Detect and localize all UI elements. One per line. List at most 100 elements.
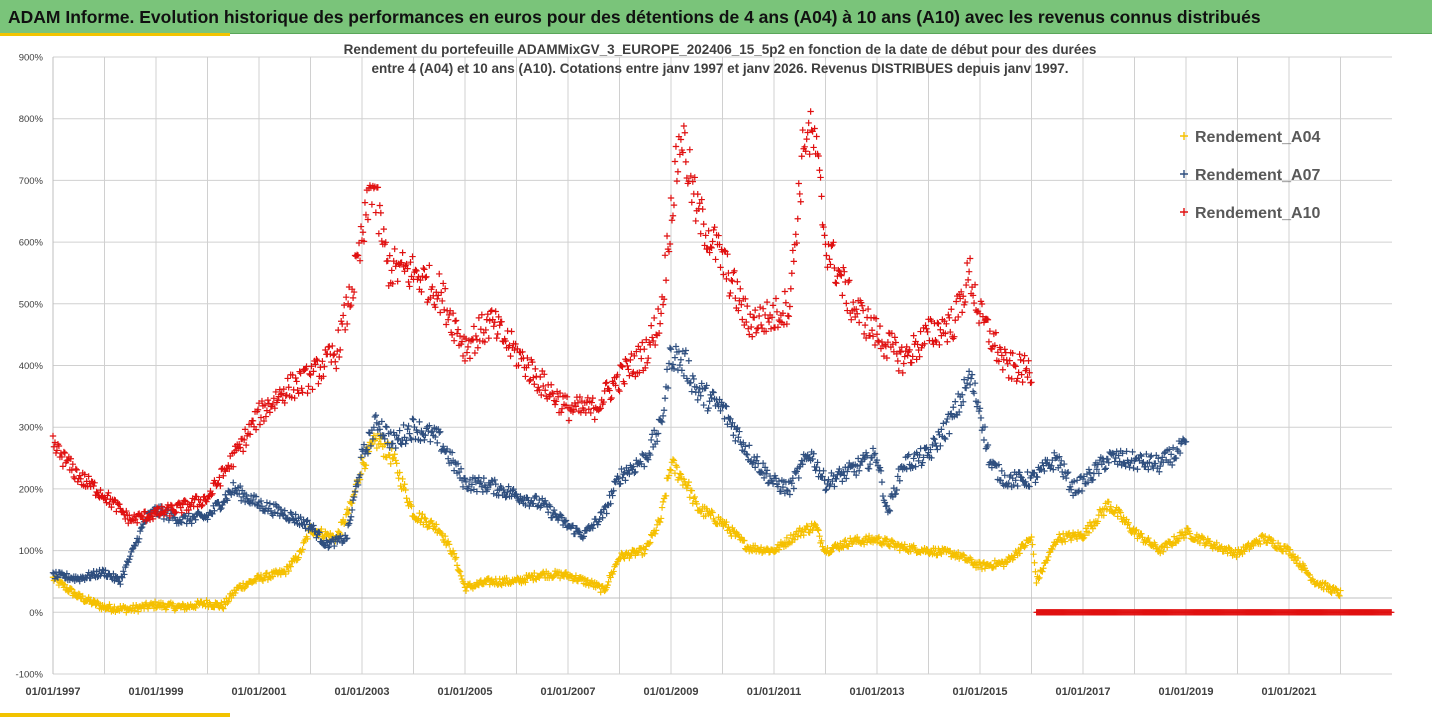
data-point <box>279 511 286 518</box>
data-point <box>343 320 351 328</box>
data-point <box>1035 575 1042 583</box>
data-point <box>137 524 145 532</box>
data-point <box>391 245 398 253</box>
data-point <box>869 445 877 452</box>
data-point <box>936 341 943 348</box>
data-point <box>832 279 839 286</box>
data-point <box>433 521 440 528</box>
data-point <box>127 552 134 560</box>
data-point <box>292 511 299 518</box>
data-point <box>546 503 554 510</box>
data-point <box>1196 539 1204 547</box>
data-point <box>204 516 211 523</box>
x-tick-label: 01/01/2021 <box>1261 686 1316 698</box>
data-point <box>757 321 765 329</box>
data-point <box>219 604 226 611</box>
data-point <box>803 522 810 530</box>
data-point <box>650 427 658 434</box>
data-point <box>809 527 816 534</box>
data-point <box>971 379 979 387</box>
data-point <box>792 231 799 238</box>
data-point <box>218 504 225 512</box>
data-point <box>332 358 339 365</box>
data-point <box>134 608 142 615</box>
data-point <box>565 417 573 424</box>
data-point <box>690 375 697 383</box>
data-point <box>1086 469 1094 476</box>
data-point <box>419 430 426 437</box>
data-point <box>61 449 69 457</box>
data-point <box>421 436 428 444</box>
data-point <box>980 436 988 444</box>
data-point <box>647 451 654 459</box>
data-point <box>389 455 396 463</box>
x-tick-label: 01/01/2013 <box>849 686 904 698</box>
data-point <box>94 573 101 581</box>
data-point <box>559 521 567 529</box>
data-point <box>681 350 689 357</box>
data-point <box>909 353 916 360</box>
data-point <box>448 449 456 456</box>
data-point <box>482 579 489 586</box>
data-point <box>102 567 109 574</box>
data-point <box>935 320 942 327</box>
data-point <box>307 371 314 379</box>
data-point <box>426 422 433 429</box>
data-point <box>642 546 649 553</box>
data-point <box>1094 518 1102 525</box>
data-point <box>312 527 319 535</box>
data-point <box>395 435 402 442</box>
data-point <box>775 477 783 485</box>
data-point <box>402 440 409 447</box>
data-point <box>647 436 655 444</box>
data-point <box>249 496 257 504</box>
data-point <box>676 361 684 369</box>
chart-title-line-2: entre 4 (A04) et 10 ans (A10). Cotations… <box>371 61 1068 76</box>
data-point <box>530 500 537 507</box>
data-point <box>635 549 642 556</box>
data-point <box>789 247 797 254</box>
data-point <box>853 471 860 479</box>
data-point <box>821 232 828 239</box>
data-point <box>455 468 463 476</box>
data-point <box>661 252 669 259</box>
data-point <box>680 122 688 130</box>
data-point <box>449 547 457 555</box>
data-point <box>455 567 463 575</box>
data-point <box>128 548 135 556</box>
data-point <box>1213 539 1220 547</box>
data-point <box>454 460 462 467</box>
data-point <box>727 415 734 423</box>
data-point <box>436 429 443 436</box>
data-point <box>331 542 338 550</box>
data-point <box>1022 542 1029 549</box>
data-point <box>923 545 930 553</box>
data-point <box>304 517 311 524</box>
data-point <box>967 556 975 563</box>
series-Rendement_A10 <box>49 108 1035 527</box>
data-point <box>452 317 460 324</box>
data-point <box>134 538 142 546</box>
data-point <box>625 467 632 474</box>
data-point <box>1198 532 1206 540</box>
data-point <box>1335 591 1342 599</box>
data-point <box>908 359 915 366</box>
data-point <box>666 344 674 352</box>
data-point <box>163 604 171 611</box>
y-tick-label: -100% <box>16 670 44 681</box>
series-Rendement_A10_zero <box>1033 609 1395 616</box>
data-point <box>239 448 247 455</box>
data-point <box>235 490 243 498</box>
data-point <box>224 497 231 504</box>
data-point <box>638 355 645 362</box>
data-point <box>715 402 722 410</box>
data-point <box>873 538 881 546</box>
data-point <box>668 217 676 224</box>
data-point <box>67 585 75 592</box>
data-point <box>603 379 610 386</box>
data-point <box>610 487 617 494</box>
data-point <box>1102 465 1109 472</box>
data-point <box>816 167 823 174</box>
data-point <box>774 324 782 331</box>
data-point <box>378 237 386 245</box>
